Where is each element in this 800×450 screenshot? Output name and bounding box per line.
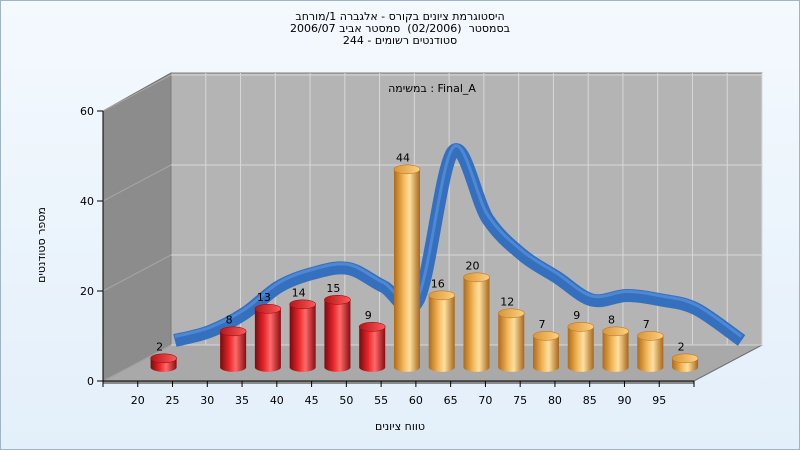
trend-highlight: [174, 144, 743, 338]
grid-side: [102, 344, 172, 382]
bar-top: [254, 304, 282, 314]
bar-body: [463, 277, 490, 372]
bar-top: [671, 353, 699, 364]
x-tick-label: 40: [270, 394, 284, 407]
x-tick-label: 45: [305, 394, 319, 407]
grid-side: [102, 254, 172, 292]
bar-body: [498, 313, 525, 372]
x-axis-label: טווח ציונים: [375, 420, 425, 433]
bar-body: [637, 335, 664, 372]
data-label: 2: [678, 340, 685, 353]
x-tick-label: 75: [513, 394, 527, 407]
x-tick-label: 65: [444, 394, 458, 407]
bar-top: [324, 295, 351, 305]
grid-side: [102, 164, 172, 202]
bars-group: 2 8 13 14 15 9 44 16 20 12 7 9 8 7 2: [150, 151, 699, 372]
y-axis-label: מספר סטודנטים: [35, 207, 48, 283]
bar-body: [359, 326, 386, 372]
data-label: 15: [326, 282, 340, 295]
x-tick-label: 90: [617, 394, 631, 407]
y-tick-label: 40: [80, 195, 94, 208]
bar: 7: [637, 318, 664, 372]
title-line-3: סטודנטים רשומים - 244: [342, 34, 458, 47]
bar: 8: [602, 313, 629, 372]
bar-top: [567, 322, 595, 332]
data-label: 9: [365, 309, 372, 322]
bar: 14: [289, 286, 316, 372]
bar: 9: [567, 309, 595, 372]
bar-body: [533, 335, 560, 372]
data-label: 7: [539, 318, 546, 331]
x-tick-label: 20: [131, 394, 145, 407]
x-tick-label: 80: [548, 394, 562, 407]
data-label: 12: [500, 295, 514, 308]
bar: 15: [324, 282, 351, 372]
y-tick-label: 0: [87, 375, 94, 388]
floor-edge: [103, 381, 694, 384]
bar-top: [428, 290, 456, 301]
x-tick-label: 30: [200, 394, 214, 407]
y-tick-label: 20: [80, 285, 94, 298]
bar-top: [289, 299, 316, 310]
bar-top: [150, 353, 177, 364]
bar-top: [497, 308, 525, 319]
bar: 2: [150, 340, 177, 372]
x-tick-label: 70: [478, 394, 492, 407]
bar-top: [463, 272, 490, 283]
bar: 8: [219, 313, 247, 372]
axes-group: 0 20 40 60 20 25 30 35 40 45 50 55 60 65 70 75 80 85 90 95: [80, 105, 695, 407]
trend-band: [173, 143, 746, 347]
bar: 20: [463, 259, 490, 372]
bar: 44: [393, 151, 421, 372]
x-tick-label: 95: [652, 394, 666, 407]
bar-body: [428, 295, 455, 372]
bar-body: [393, 169, 420, 372]
bar-top: [602, 326, 629, 337]
data-label: 16: [431, 277, 445, 290]
data-label: 14: [292, 286, 306, 299]
bar: 2: [671, 340, 699, 372]
y-tick-label: 60: [80, 105, 94, 118]
x-tick-label: 85: [583, 394, 597, 407]
bar-body: [254, 308, 281, 372]
bar: 9: [358, 309, 386, 372]
bar: 13: [254, 291, 282, 372]
title-line-2: בסמסטר (02/2006) סמסטר אביב 2006/07: [289, 22, 511, 35]
x-tick-label: 35: [235, 394, 249, 407]
x-tick-label: 60: [409, 394, 423, 407]
bar-body: [602, 331, 629, 372]
chart-annotation: במשימה : Final_A: [388, 82, 476, 95]
grid-side: [102, 74, 172, 112]
bar-top: [532, 331, 560, 341]
side-wall: [102, 72, 172, 382]
data-label: 44: [396, 151, 410, 164]
title-line-1: היסטוגרמת ציונים בקורס - אלגברה 1/מורחב: [295, 10, 505, 23]
bar-body: [567, 326, 594, 372]
x-tick-label: 55: [374, 394, 388, 407]
bar-top: [637, 331, 664, 341]
bar: 16: [428, 277, 456, 372]
data-label: 8: [226, 313, 233, 326]
data-label: 2: [156, 340, 163, 353]
bar-top: [393, 164, 421, 175]
x-tick-label: 50: [339, 394, 353, 407]
bar: 7: [532, 318, 560, 372]
bar-body: [289, 304, 316, 372]
data-label: 7: [643, 318, 650, 331]
bar-body: [220, 331, 247, 372]
bar-top: [219, 326, 247, 337]
data-label: 9: [573, 309, 580, 322]
trend-line: [173, 143, 746, 347]
data-label: 20: [465, 259, 479, 272]
chart-title: היסטוגרמת ציונים בקורס - אלגברה 1/מורחב …: [0, 11, 800, 47]
bar-body: [324, 299, 351, 372]
data-label: 13: [257, 291, 271, 304]
bar-top: [358, 322, 386, 332]
x-tick-label: 25: [166, 394, 180, 407]
data-label: 8: [608, 313, 615, 326]
bar: 12: [497, 295, 525, 372]
